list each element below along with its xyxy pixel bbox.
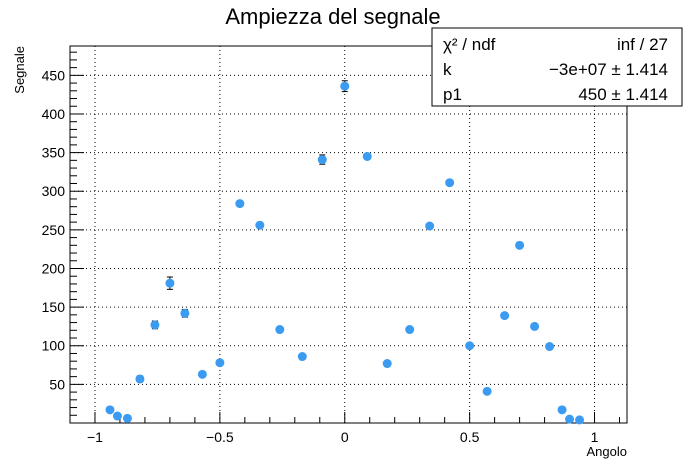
data-point [575, 415, 585, 425]
x-tick-label: −1 [87, 429, 103, 445]
stats-row-k-value: −3e+07 ± 1.414 [549, 60, 668, 79]
y-tick-label: 250 [42, 222, 66, 238]
x-tick-label: 0 [341, 429, 349, 445]
data-point [235, 199, 245, 209]
data-point [215, 358, 225, 368]
y-tick-label: 150 [42, 299, 66, 315]
data-point [482, 386, 492, 396]
x-tick-label: 0.5 [460, 429, 480, 445]
stats-row-p1-value: 450 ± 1.414 [578, 85, 668, 104]
data-point [530, 321, 540, 331]
y-tick-label: 50 [49, 376, 65, 392]
stats-row-chi2-label: χ² / ndf [443, 35, 496, 54]
data-point [197, 369, 207, 379]
stats-row-k-label: k [443, 60, 452, 79]
y-axis-label: Segnale [12, 46, 27, 94]
data-point [565, 414, 575, 424]
data-point [135, 374, 145, 384]
data-point [165, 278, 175, 288]
y-tick-label: 100 [42, 338, 66, 354]
y-tick-label: 400 [42, 106, 66, 122]
data-point [382, 359, 392, 369]
stats-box-frame [431, 27, 683, 107]
data-point [340, 81, 350, 91]
data-point [317, 155, 327, 165]
data-point [275, 325, 285, 335]
stats-box: χ² / ndf inf / 27 k −3e+07 ± 1.414 p1 45… [431, 27, 683, 107]
chart-title: Ampiezza del segnale [225, 4, 440, 29]
grid [70, 46, 627, 423]
stats-row-chi2-value: inf / 27 [617, 35, 668, 54]
data-points [105, 80, 585, 425]
data-point [425, 221, 435, 231]
axis-ticks [69, 51, 621, 423]
data-point [150, 320, 160, 330]
y-tick-label: 350 [42, 145, 66, 161]
data-point [122, 413, 132, 423]
data-point [545, 342, 555, 352]
data-point [362, 151, 372, 161]
y-tick-label: 300 [42, 183, 66, 199]
data-point [515, 240, 525, 250]
data-point [297, 352, 307, 362]
data-point [255, 220, 265, 230]
y-tick-label: 450 [42, 67, 66, 83]
stats-row-p1-label: p1 [443, 85, 462, 104]
data-point [557, 405, 567, 415]
data-point [105, 405, 115, 415]
data-point [112, 411, 122, 421]
data-point [405, 325, 415, 335]
data-point [465, 341, 475, 351]
x-tick-label: −0.5 [206, 429, 234, 445]
data-point [500, 311, 510, 321]
data-point [180, 308, 190, 318]
x-tick-label: 1 [591, 429, 599, 445]
y-tick-label: 200 [42, 260, 66, 276]
plot-frame [69, 45, 628, 424]
data-point [445, 178, 455, 188]
x-axis-label: Angolo [587, 444, 627, 459]
